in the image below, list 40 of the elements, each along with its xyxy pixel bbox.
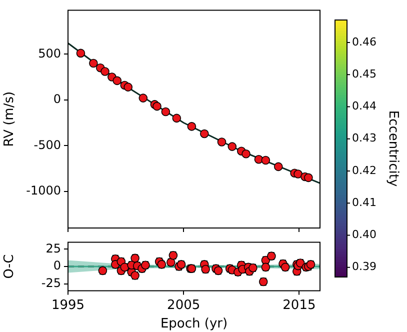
x-tick-label: 2015 (282, 298, 316, 313)
y-tick-label: 0 (53, 92, 61, 106)
point (294, 170, 302, 178)
color-bar-label: 0.42 (352, 164, 376, 177)
point (112, 76, 122, 86)
y-tick-label: -25 (41, 276, 61, 290)
color-bar-label: 0.40 (352, 228, 376, 242)
y-axis-title: RV (m/s) (2, 91, 18, 147)
color-bar-label: 0.39 (352, 260, 376, 274)
y-tick-label: -500 (34, 138, 61, 152)
point (217, 138, 226, 146)
color-bar-label: 0.45 (352, 67, 376, 80)
point (261, 156, 270, 165)
y-tick-label: 25 (46, 241, 61, 256)
x-tick-label: 1995 (51, 298, 85, 313)
point (89, 58, 98, 68)
y-tick-label: -1000 (26, 184, 61, 198)
point (187, 122, 196, 131)
point (304, 173, 313, 182)
point (242, 149, 250, 158)
color-bar-label: 0.41 (352, 196, 376, 209)
color-bar-label: 0.46 (352, 35, 376, 48)
point (76, 48, 86, 58)
point (161, 107, 170, 116)
color-bar-label: 0.44 (352, 100, 376, 113)
point (100, 67, 110, 76)
color-bar-label: 0.43 (352, 132, 376, 145)
point (124, 82, 133, 92)
point (172, 114, 182, 123)
point (200, 129, 209, 138)
color-bar-title: Eccentricity (386, 110, 401, 187)
x-axis-title: Epoch (yr) (160, 316, 228, 332)
y-tick-label: 0 (53, 258, 61, 273)
point (228, 142, 237, 151)
point (274, 162, 283, 172)
x-tick-label: 2005 (167, 298, 200, 313)
point (152, 102, 162, 111)
point (138, 94, 148, 102)
y-tick-label: 500 (38, 46, 61, 60)
y-axis-title: O-C (2, 254, 18, 279)
